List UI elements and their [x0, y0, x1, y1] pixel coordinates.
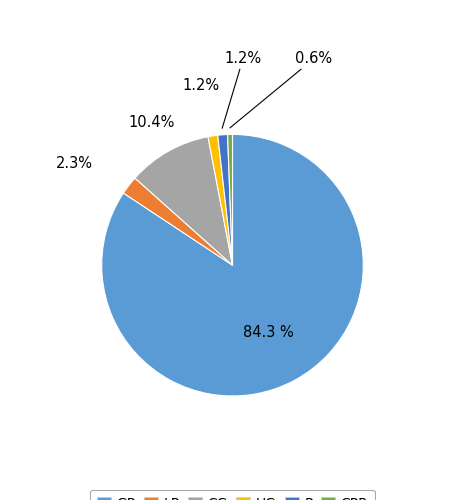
Legend: GP, LP, CG, UG, P, CPR: GP, LP, CG, UG, P, CPR	[90, 490, 375, 500]
Wedge shape	[123, 178, 232, 265]
Wedge shape	[135, 136, 232, 265]
Wedge shape	[102, 134, 363, 396]
Text: 10.4%: 10.4%	[129, 116, 175, 130]
Text: 84.3 %: 84.3 %	[243, 324, 294, 340]
Text: 1.2%: 1.2%	[222, 52, 261, 128]
Text: 1.2%: 1.2%	[182, 78, 219, 93]
Wedge shape	[227, 134, 232, 265]
Text: 0.6%: 0.6%	[230, 52, 332, 128]
Wedge shape	[218, 134, 232, 265]
Text: 2.3%: 2.3%	[56, 156, 93, 170]
Wedge shape	[208, 135, 232, 265]
